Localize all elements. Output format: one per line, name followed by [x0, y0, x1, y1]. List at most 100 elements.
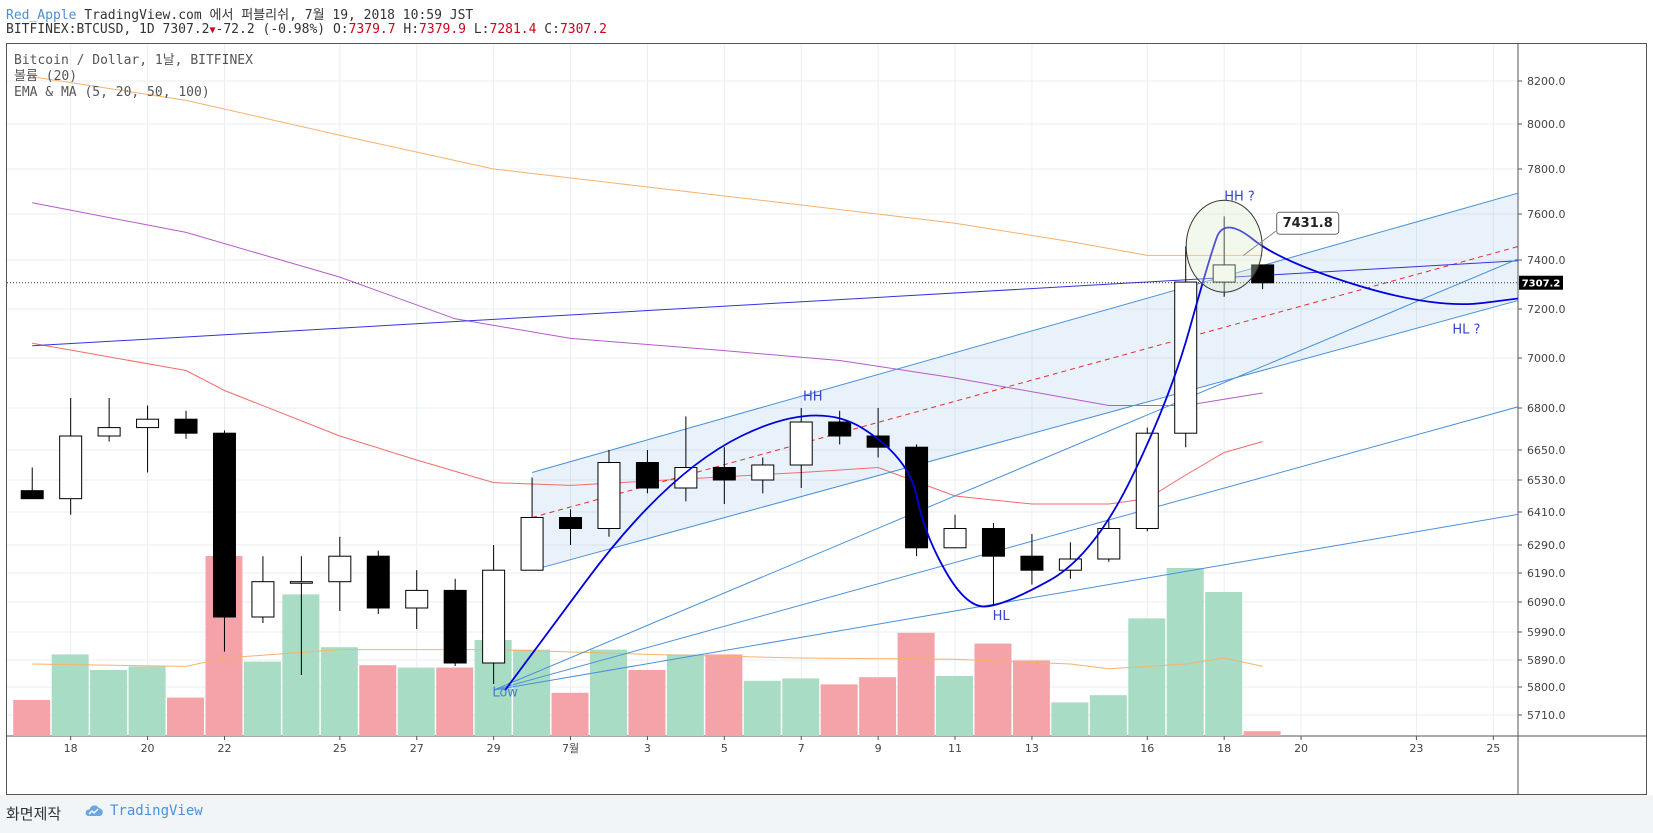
price-badge-text: 7307.2: [1522, 279, 1561, 290]
low-value: 7281.4: [489, 22, 537, 37]
y-tick-label: 6090.0: [1527, 596, 1566, 609]
peak-highlight-ellipse: [1185, 199, 1263, 293]
x-tick-label: 22: [217, 742, 231, 755]
legend-line: EMA & MA (5, 20, 50, 100): [14, 85, 210, 100]
x-tick-label: 18: [1217, 742, 1231, 755]
candle-body: [1174, 281, 1198, 434]
volume-bar: [13, 700, 51, 736]
volume-ma-line: [32, 649, 1263, 670]
wave-label: Low: [492, 685, 518, 700]
candle-body: [136, 418, 160, 429]
open-label: O:: [332, 22, 349, 37]
high-label: H:: [403, 22, 420, 37]
candle-body: [751, 464, 775, 481]
volume-bar: [974, 643, 1012, 736]
candle: [981, 523, 1005, 605]
channel-upper-line: [531, 192, 1518, 473]
candle-body: [174, 418, 198, 434]
candle: [712, 447, 736, 504]
x-tick-label: 20: [141, 742, 155, 755]
volume-bar: [51, 654, 89, 736]
candle: [405, 570, 429, 629]
price-chart[interactable]: Low HH HL HH ? HL ? 7431.8 Bitcoin / Dollar, 1…: [6, 43, 1647, 795]
candle: [136, 405, 160, 473]
candle-body: [482, 569, 506, 664]
y-tick-label: 6410.0: [1527, 506, 1566, 519]
volume-bar: [1166, 568, 1204, 736]
candle-body: [828, 421, 852, 437]
candle: [59, 398, 83, 515]
candle-body: [597, 462, 621, 529]
chart-area[interactable]: Low HH HL HH ? HL ? 7431.8 Bitcoin / Dollar, 1…: [6, 43, 1647, 795]
candle: [97, 398, 121, 442]
candle-body: [289, 581, 313, 584]
candle-body: [443, 589, 467, 664]
candle: [1212, 216, 1236, 297]
volume-bar: [666, 654, 704, 736]
author-link[interactable]: Red_Apple: [6, 8, 77, 23]
candle-body: [674, 467, 698, 489]
candle: [789, 408, 813, 488]
footer-bar: 화면제작 TradingView: [0, 795, 1653, 833]
close-label: C:: [544, 22, 560, 37]
x-tick-label: 18: [64, 742, 78, 755]
x-tick-label: 20: [1294, 742, 1308, 755]
volume-bar: [128, 666, 166, 736]
candle: [597, 450, 621, 537]
x-tick-label: 5: [721, 742, 728, 755]
x-tick-label: 25: [333, 742, 347, 755]
volume-bar: [90, 670, 128, 736]
candle: [174, 410, 198, 439]
y-tick-label: 5990.0: [1527, 626, 1566, 639]
volume-bar: [1243, 731, 1281, 736]
down-arrow-icon: ▼: [209, 25, 216, 36]
x-tick-label: 25: [1486, 742, 1500, 755]
price-change: -72.2 (-0.98%): [215, 22, 326, 37]
volume-bar: [589, 649, 627, 736]
y-tick-label: 5890.0: [1527, 654, 1566, 667]
low-label: L:: [473, 22, 490, 37]
candle: [559, 509, 583, 545]
candle-body: [520, 517, 544, 571]
volume-bar: [936, 676, 974, 736]
volume-bar: [167, 697, 205, 736]
wave-label: HL: [993, 609, 1011, 624]
candle: [828, 410, 852, 445]
wave-label: HH ?: [1224, 190, 1255, 205]
candle-body: [789, 421, 813, 466]
y-tick-label: 5800.0: [1527, 681, 1566, 694]
volume-bar: [782, 678, 820, 736]
price-callout-text: 7431.8: [1283, 216, 1333, 231]
x-tick-label: 7월: [562, 742, 579, 755]
fan-line-1: [493, 258, 1518, 691]
channel-lower-line: [531, 299, 1518, 571]
tradingview-link[interactable]: TradingView: [110, 803, 203, 819]
volume-bar: [397, 667, 435, 736]
ema-20-line: [32, 342, 1263, 505]
x-tick-label: 9: [875, 742, 882, 755]
candle-body: [943, 528, 967, 549]
candle-body: [405, 589, 429, 609]
volume-bar: [359, 665, 397, 736]
volume-bar: [551, 692, 589, 736]
x-tick-label: 27: [410, 742, 424, 755]
volume-bar: [320, 647, 358, 736]
candle-body: [212, 432, 236, 618]
volume-bar: [1128, 618, 1166, 736]
x-tick-label: 11: [948, 742, 962, 755]
x-tick-label: 16: [1140, 742, 1154, 755]
candle-body: [97, 427, 121, 437]
tradingview-brand[interactable]: TradingView: [84, 803, 203, 819]
candle-body: [635, 462, 659, 489]
candle: [366, 550, 390, 614]
volume-bar: [743, 680, 781, 736]
made-with-label: 화면제작: [6, 805, 62, 823]
price-callout-box: [1276, 211, 1340, 235]
volume-bar: [1089, 695, 1127, 736]
channel-fill: [532, 193, 1518, 571]
x-tick-label: 3: [644, 742, 651, 755]
volume-bar: [1205, 592, 1243, 736]
y-tick-label: 8000.0: [1527, 118, 1566, 131]
candle-body: [20, 490, 44, 500]
candle-body: [712, 467, 736, 481]
